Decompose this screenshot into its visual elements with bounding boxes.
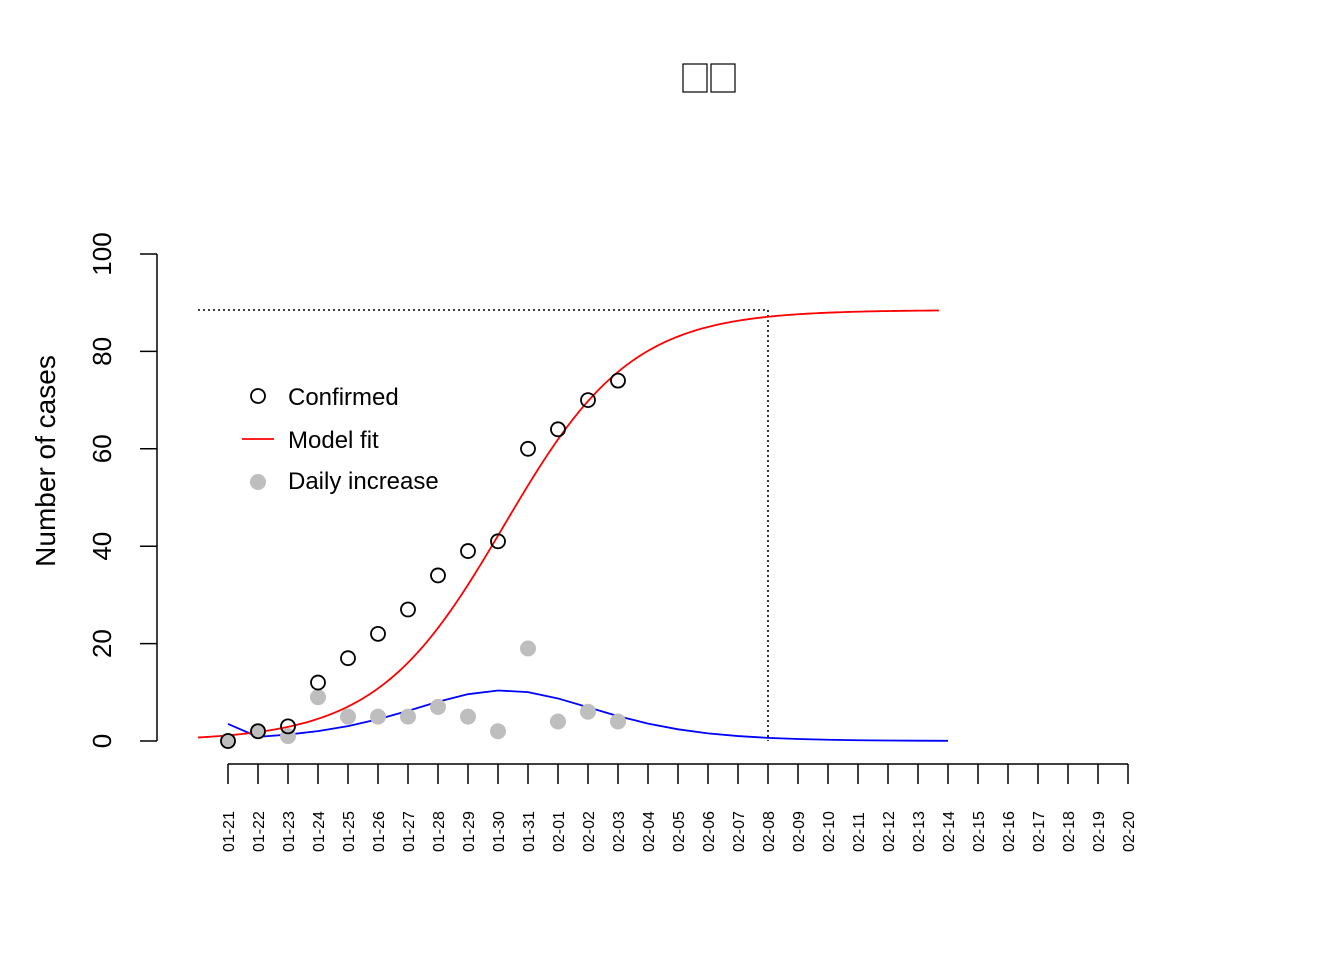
x-tick-label: 02-10 <box>821 811 838 852</box>
legend-model-fit-label: Model fit <box>288 427 379 454</box>
y-tick-label: 20 <box>87 629 117 658</box>
confirmed-point <box>370 625 386 642</box>
x-tick-label: 02-18 <box>1061 811 1078 852</box>
x-tick-label: 01-29 <box>461 811 478 852</box>
x-tick-label: 02-04 <box>641 811 658 852</box>
title-glyph-box <box>682 63 708 93</box>
x-tick-label: 02-08 <box>761 811 778 852</box>
confirmed-point <box>250 723 266 740</box>
legend-daily-symbol <box>250 474 266 490</box>
confirmed-point <box>580 392 596 409</box>
confirmed-point <box>340 650 356 667</box>
x-tick-label: 02-19 <box>1091 811 1108 852</box>
x-tick-label: 02-15 <box>971 811 988 852</box>
daily-increase-point <box>340 708 356 725</box>
daily-increase-point <box>490 723 506 740</box>
x-tick-label: 01-30 <box>491 811 508 852</box>
daily-increase-point <box>310 689 326 706</box>
daily-increase-point <box>460 708 476 725</box>
y-tick-label: 60 <box>87 434 117 463</box>
x-tick-label: 02-05 <box>671 811 688 852</box>
daily-increase-point <box>580 703 596 720</box>
y-tick-label: 40 <box>87 532 117 561</box>
x-tick-label: 01-31 <box>521 811 538 852</box>
x-tick-label: 02-02 <box>581 811 598 852</box>
confirmed-point <box>520 440 536 457</box>
x-axis: 01-21 01-22 01-23 01-24 01-25 01-26 01-27 01-28… <box>221 763 1138 852</box>
legend-confirmed-symbol <box>250 388 266 404</box>
x-tick-label: 02-13 <box>911 811 928 852</box>
daily-increase-point <box>520 640 536 657</box>
confirmed-point <box>610 372 626 389</box>
x-tick-label: 02-16 <box>1001 811 1018 852</box>
daily-increase-series <box>220 640 626 749</box>
x-tick-label: 02-11 <box>851 812 868 852</box>
confirmed-point <box>400 601 416 618</box>
x-tick-label: 01-21 <box>221 811 238 852</box>
legend-daily-label: Daily increase <box>288 468 439 495</box>
x-tick-label: 01-28 <box>431 811 448 852</box>
x-tick-label: 02-14 <box>941 811 958 852</box>
x-tick-label: 01-24 <box>311 811 328 852</box>
legend: Confirmed Model fit Daily increase <box>242 384 439 495</box>
confirmed-point <box>460 543 476 559</box>
x-tick-label: 02-20 <box>1121 811 1138 852</box>
x-tick-label: 01-26 <box>371 811 388 852</box>
x-tick-label: 02-06 <box>701 811 718 852</box>
confirmed-point <box>490 533 506 550</box>
x-tick-label: 02-09 <box>791 811 808 852</box>
confirmed-point <box>310 674 326 691</box>
confirmed-series <box>220 372 626 749</box>
title-glyph-box <box>710 63 736 93</box>
x-tick-label: 02-07 <box>731 811 748 852</box>
legend-confirmed-label: Confirmed <box>288 384 399 411</box>
confirmed-point <box>550 421 566 438</box>
x-tick-label: 01-22 <box>251 811 268 852</box>
daily-increase-point <box>430 698 446 715</box>
confirmed-point <box>220 733 236 749</box>
x-tick-label: 01-25 <box>341 811 358 852</box>
daily-increase-point <box>220 733 236 749</box>
y-tick-label: 80 <box>87 337 117 366</box>
y-axis: 0 20 40 60 80 100 <box>87 232 158 748</box>
daily-increase-point <box>370 708 386 725</box>
x-tick-label: 02-03 <box>611 811 628 852</box>
x-tick-label: 02-17 <box>1031 811 1048 852</box>
chart-title <box>682 63 736 93</box>
x-tick-label: 02-01 <box>551 811 568 852</box>
model-fit-line <box>197 309 940 739</box>
y-tick-label: 0 <box>87 734 117 748</box>
daily-increase-point <box>550 713 566 730</box>
confirmed-point <box>430 567 446 584</box>
daily-increase-point <box>610 713 626 730</box>
x-tick-label: 02-12 <box>881 811 898 852</box>
daily-increase-point <box>400 708 416 725</box>
x-tick-label: 01-27 <box>401 811 418 852</box>
model-fit-series <box>197 309 940 739</box>
confirmed-point <box>280 718 296 735</box>
y-axis-label: Number of cases <box>30 355 61 567</box>
x-tick-label: 01-23 <box>281 811 298 852</box>
plateau-reference-lines <box>198 309 769 741</box>
y-tick-label: 100 <box>87 232 117 275</box>
daily-increase-point <box>250 723 266 740</box>
